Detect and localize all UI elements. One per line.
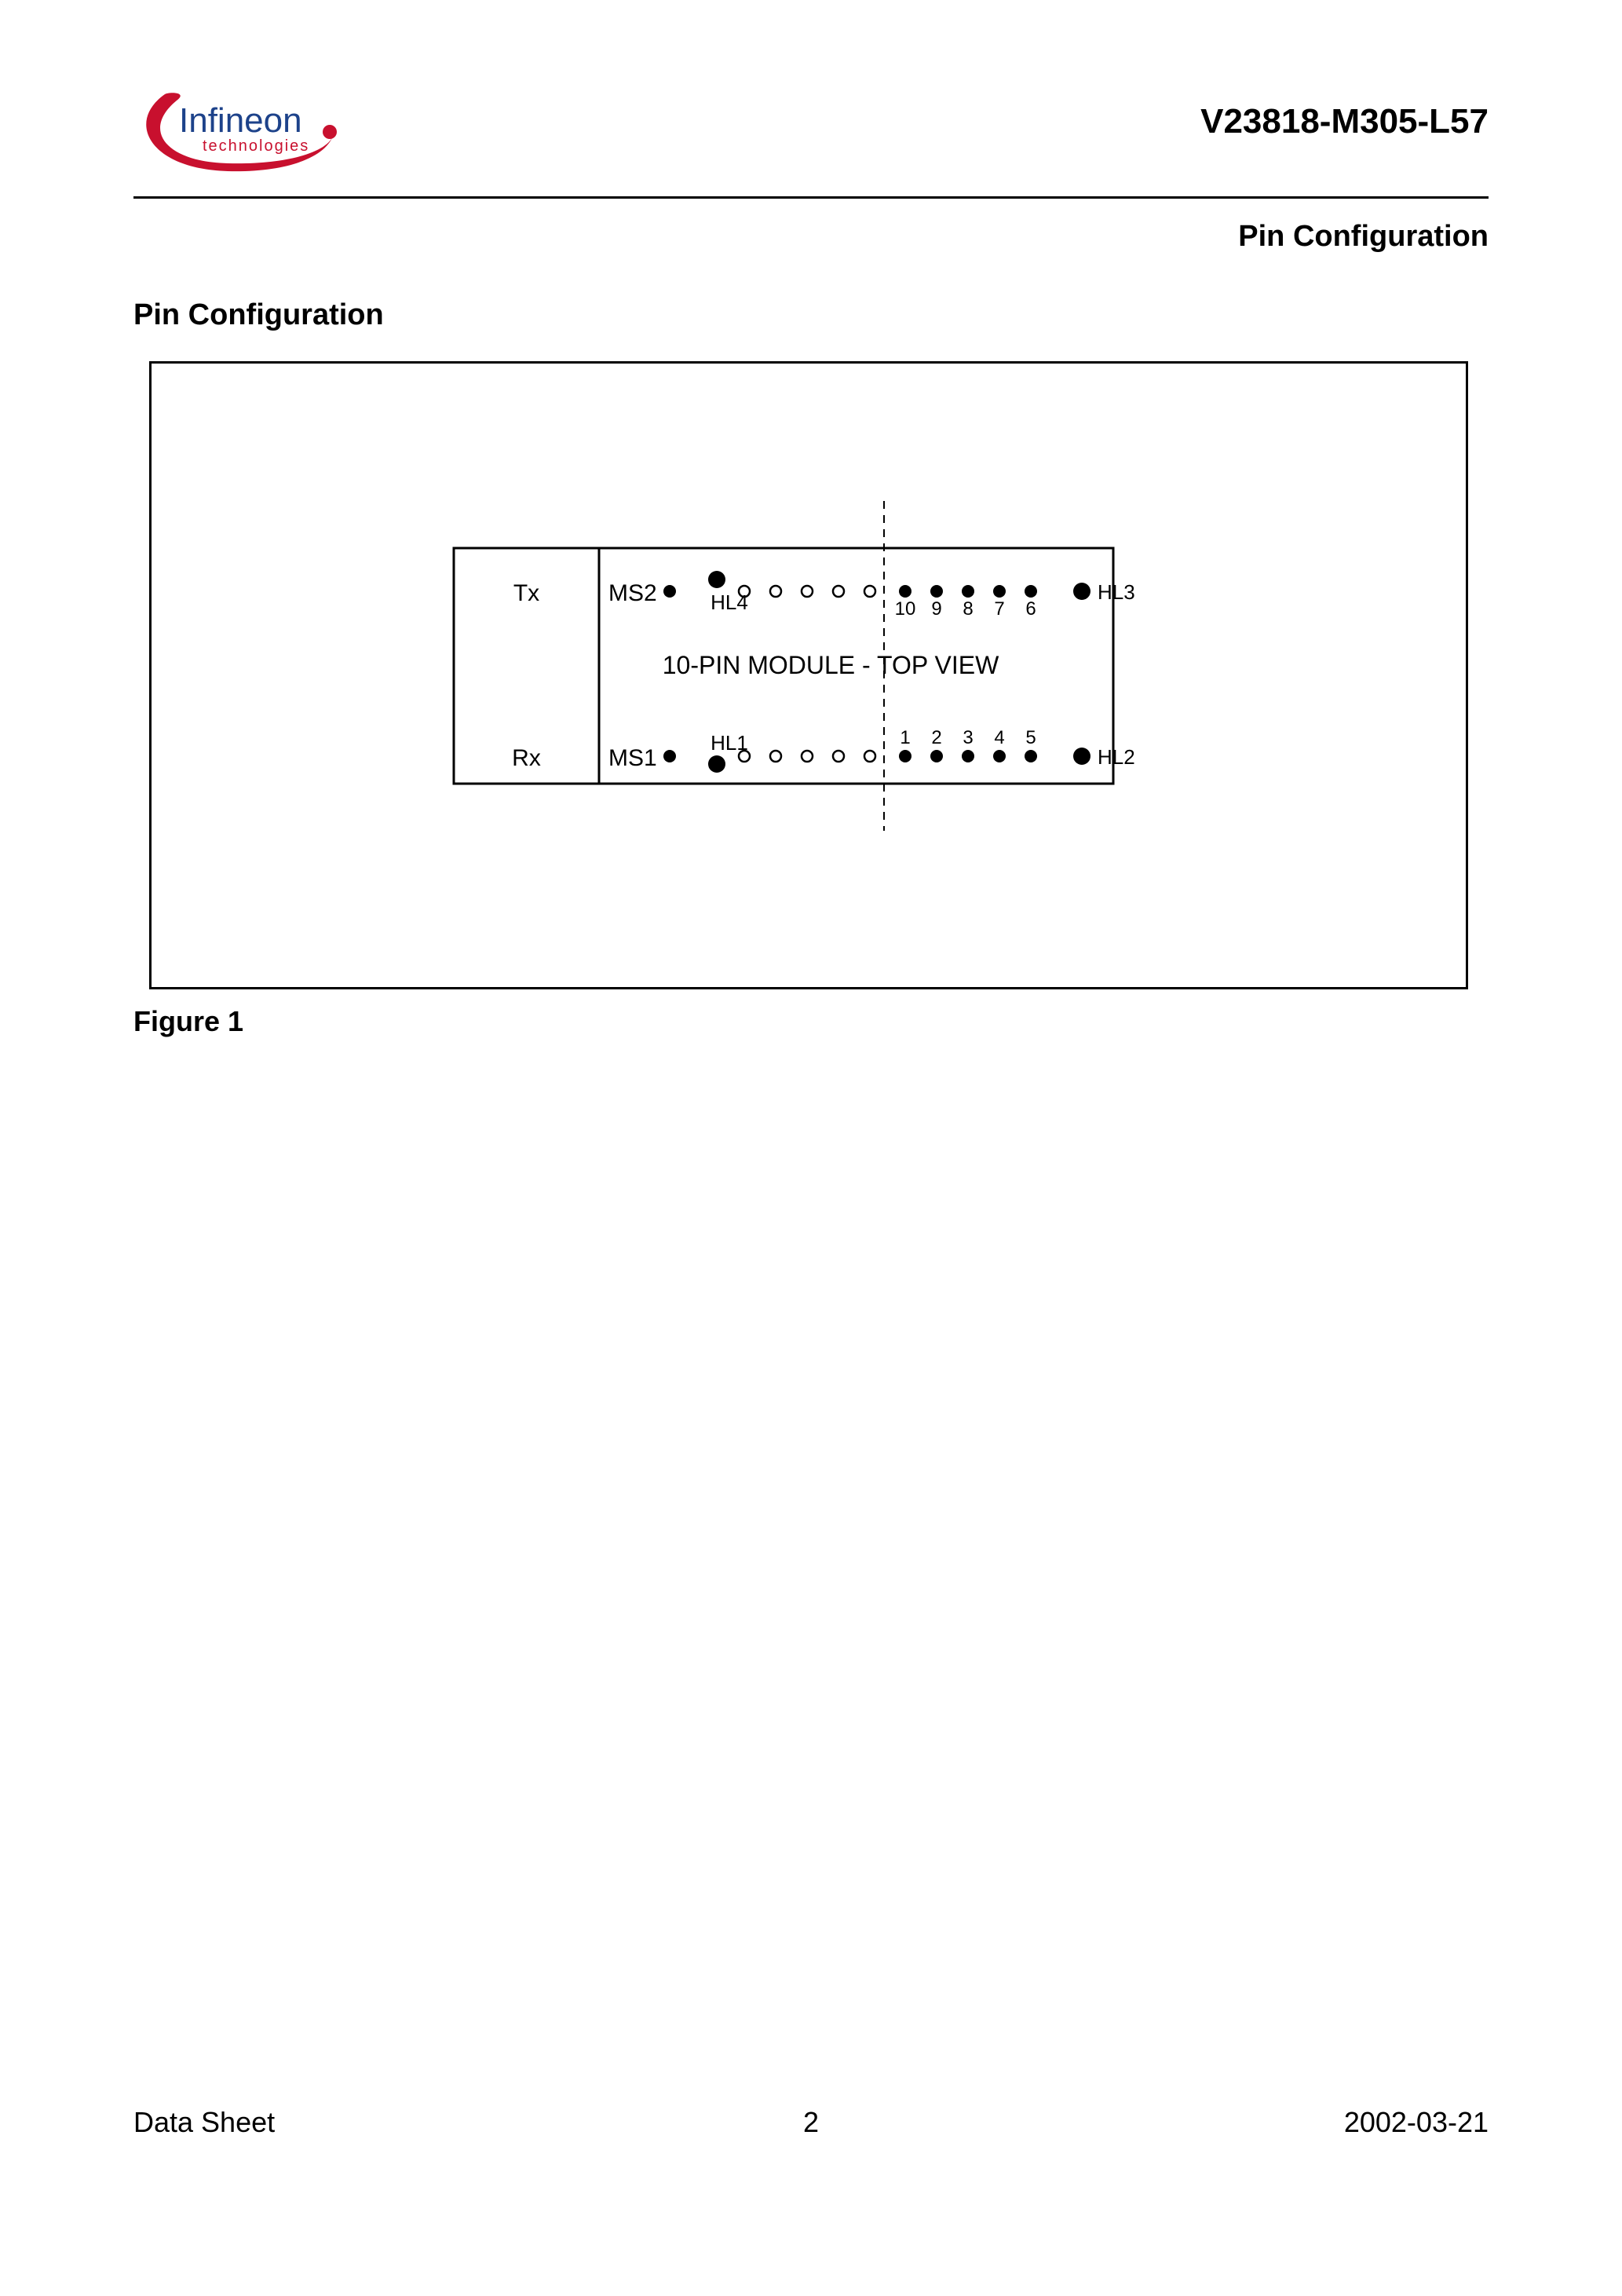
- svg-text:7: 7: [994, 598, 1004, 620]
- infineon-logo: Infineon technologies: [133, 79, 338, 181]
- svg-text:10: 10: [895, 598, 916, 620]
- footer-right: 2002-03-21: [1344, 2106, 1489, 2139]
- header-rule: [133, 196, 1489, 199]
- part-number: V23818-M305-L57: [1200, 102, 1489, 141]
- pin-diagram: 10-PIN MODULE - TOP VIEW Tx MS2 HL4 10 9876 HL…: [152, 364, 1466, 987]
- svg-text:10-PIN MODULE - TOP VIEW: 10-PIN MODULE - TOP VIEW: [663, 651, 999, 679]
- footer-center: 2: [803, 2106, 819, 2139]
- svg-text:1: 1: [900, 727, 910, 748]
- svg-text:MS2: MS2: [608, 580, 657, 606]
- svg-text:HL3: HL3: [1098, 580, 1135, 604]
- svg-text:Tx: Tx: [513, 580, 539, 606]
- svg-text:4: 4: [994, 727, 1004, 748]
- svg-text:HL4: HL4: [711, 590, 748, 614]
- svg-text:HL2: HL2: [1098, 745, 1135, 769]
- svg-text:MS1: MS1: [608, 745, 657, 771]
- logo-brand-bottom: technologies: [203, 137, 309, 155]
- section-title-left: Pin Configuration: [133, 298, 384, 332]
- svg-text:3: 3: [963, 727, 973, 748]
- svg-text:8: 8: [963, 598, 973, 620]
- svg-text:9: 9: [931, 598, 941, 620]
- figure-frame: 10-PIN MODULE - TOP VIEW Tx MS2 HL4 10 9876 HL…: [149, 361, 1468, 989]
- svg-text:5: 5: [1025, 727, 1036, 748]
- footer-left: Data Sheet: [133, 2106, 275, 2139]
- svg-text:Rx: Rx: [512, 745, 541, 771]
- section-title-right: Pin Configuration: [1238, 220, 1489, 254]
- svg-text:2: 2: [931, 727, 941, 748]
- figure-caption: Figure 1: [133, 1005, 243, 1038]
- logo-brand-top: Infineon: [179, 101, 302, 140]
- svg-text:6: 6: [1025, 598, 1036, 620]
